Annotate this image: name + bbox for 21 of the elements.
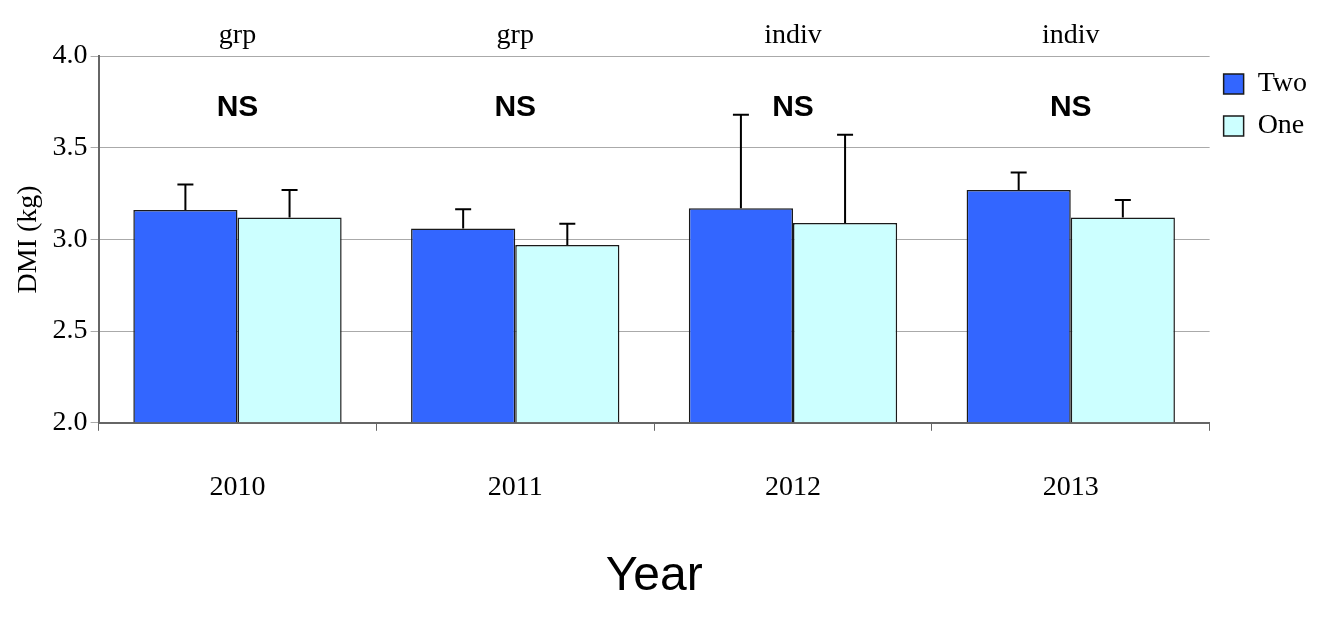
x-tick-label: 2013	[1042, 469, 1099, 501]
annotation: NS	[1049, 89, 1092, 123]
text: grp	[218, 18, 257, 50]
x-tick-label: 2012	[764, 469, 821, 501]
annotation: NS	[772, 89, 814, 123]
y-tick-label: 2.5	[52, 313, 88, 345]
x-tick-label: 2010	[209, 469, 266, 501]
y-tick-label: 2.0	[52, 405, 88, 437]
text: grp	[496, 18, 534, 50]
text: indiv	[764, 18, 822, 50]
annotation: NS	[494, 89, 537, 123]
y-tick-label: 4.0	[52, 38, 88, 70]
y-tick-label: 3.0	[52, 221, 88, 253]
annotation: NS	[216, 89, 259, 123]
x-axis-title: Year	[605, 547, 703, 601]
legend-label: Two	[1257, 66, 1308, 98]
legend-label: One	[1257, 108, 1305, 140]
text: indiv	[1041, 18, 1100, 50]
y-axis-title: DMI (kg)	[11, 185, 43, 294]
y-tick-label: 3.5	[52, 130, 88, 162]
x-tick-label: 2011	[487, 469, 543, 501]
